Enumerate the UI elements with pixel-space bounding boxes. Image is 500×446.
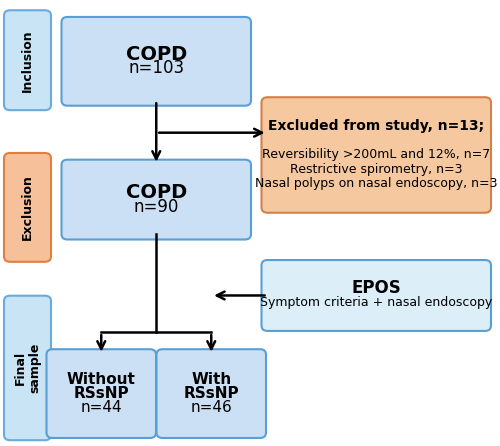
Text: n=90: n=90 — [134, 198, 179, 216]
Text: Final
sample: Final sample — [14, 343, 42, 393]
Text: EPOS: EPOS — [352, 279, 401, 297]
Text: RSsNP: RSsNP — [74, 386, 129, 401]
Text: Exclusion: Exclusion — [21, 174, 34, 240]
Text: COPD: COPD — [126, 45, 187, 64]
FancyBboxPatch shape — [262, 97, 491, 213]
FancyBboxPatch shape — [4, 153, 51, 262]
FancyBboxPatch shape — [156, 349, 266, 438]
FancyBboxPatch shape — [62, 17, 251, 106]
Text: n=46: n=46 — [190, 401, 232, 415]
FancyBboxPatch shape — [4, 10, 51, 110]
FancyBboxPatch shape — [4, 296, 51, 440]
Text: n=44: n=44 — [80, 401, 122, 415]
FancyBboxPatch shape — [46, 349, 156, 438]
FancyBboxPatch shape — [262, 260, 491, 331]
Text: Excluded from study, n=13;: Excluded from study, n=13; — [268, 120, 484, 133]
Text: Inclusion: Inclusion — [21, 29, 34, 91]
Text: Without: Without — [67, 372, 136, 387]
Text: Symptom criteria + nasal endoscopy: Symptom criteria + nasal endoscopy — [260, 296, 492, 309]
FancyBboxPatch shape — [62, 160, 251, 240]
Text: Nasal polyps on nasal endoscopy, n=3: Nasal polyps on nasal endoscopy, n=3 — [255, 177, 498, 190]
Text: Reversibility >200mL and 12%, n=7: Reversibility >200mL and 12%, n=7 — [262, 149, 490, 161]
Text: n=103: n=103 — [128, 59, 184, 78]
Text: Restrictive spirometry, n=3: Restrictive spirometry, n=3 — [290, 163, 462, 176]
Text: COPD: COPD — [126, 183, 187, 202]
Text: RSsNP: RSsNP — [184, 386, 239, 401]
Text: With: With — [191, 372, 232, 387]
